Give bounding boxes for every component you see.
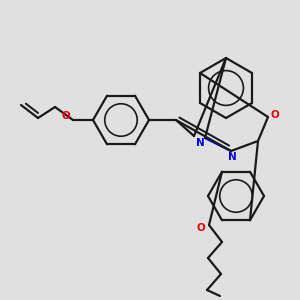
Text: O: O <box>61 111 70 121</box>
Text: N: N <box>196 138 204 148</box>
Text: O: O <box>196 223 206 233</box>
Text: O: O <box>271 110 279 120</box>
Text: N: N <box>228 152 236 162</box>
